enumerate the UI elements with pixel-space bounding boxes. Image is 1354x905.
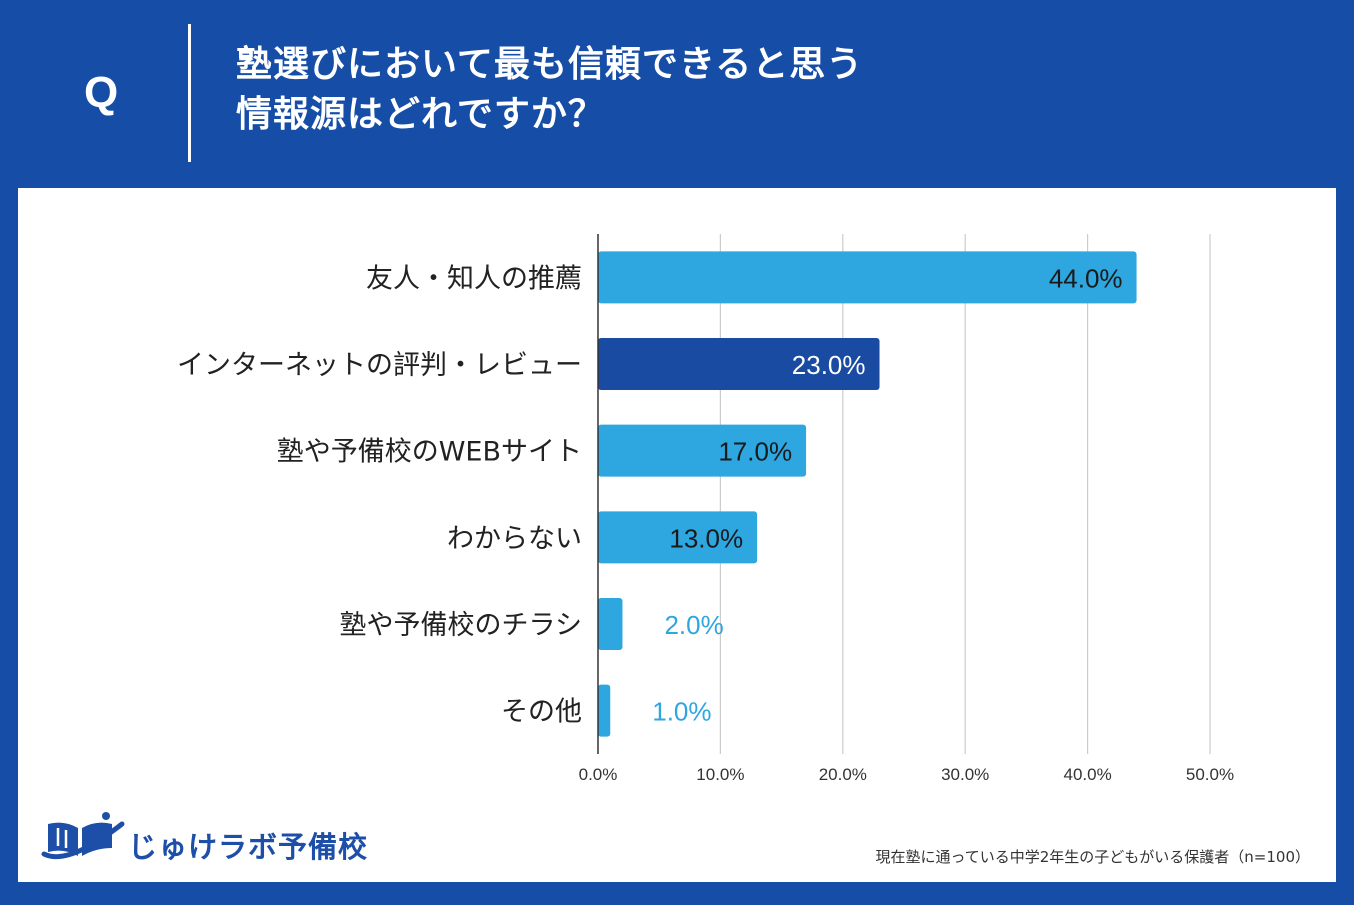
question-title: 塾選びにおいて最も信頼できると思う 情報源はどれですか？ bbox=[236, 40, 1296, 140]
survey-footnote: 現在塾に通っている中学2年生の子どもがいる保護者（n=100） bbox=[875, 848, 1310, 866]
header-divider bbox=[188, 24, 191, 162]
value-label: 1.0% bbox=[652, 697, 711, 727]
bar bbox=[598, 684, 611, 737]
bar bbox=[598, 251, 1137, 304]
x-tick-labels: 0.0% 10.0% 20.0% 30.0% 40.0% 50.0% bbox=[579, 765, 1234, 784]
q-mark: Q bbox=[84, 68, 119, 117]
category-label: インターネットの評判・レビュー bbox=[177, 350, 582, 381]
x-tick-label: 30.0% bbox=[941, 765, 989, 784]
bar bbox=[598, 598, 623, 650]
x-tick-label: 0.0% bbox=[579, 765, 618, 784]
gridlines bbox=[719, 234, 1211, 754]
value-label: 23.0% bbox=[792, 350, 866, 380]
question-header: Q 塾選びにおいて最も信頼できると思う 情報源はどれですか？ bbox=[0, 0, 1354, 188]
value-label: 44.0% bbox=[1049, 263, 1123, 293]
category-label: わからない bbox=[447, 523, 582, 554]
category-label: 塾や予備校のWEBサイト bbox=[277, 437, 582, 468]
bars bbox=[598, 251, 1137, 737]
x-tick-label: 10.0% bbox=[696, 765, 744, 784]
chart-card: 友人・知人の推薦インターネットの評判・レビュー塾や予備校のWEBサイトわからない… bbox=[18, 188, 1336, 882]
bar bbox=[598, 424, 807, 477]
category-label: その他 bbox=[501, 697, 582, 728]
question-title-line2: 情報源はどれですか？ bbox=[236, 94, 605, 135]
x-tick-label: 50.0% bbox=[1186, 765, 1234, 784]
category-label: 塾や予備校のチラシ bbox=[340, 610, 582, 641]
category-labels: 友人・知人の推薦インターネットの評判・レビュー塾や予備校のWEBサイトわからない… bbox=[177, 263, 582, 727]
value-label: 17.0% bbox=[718, 437, 792, 467]
x-tick-label: 20.0% bbox=[819, 765, 867, 784]
bar bbox=[598, 511, 758, 564]
value-label: 13.0% bbox=[669, 523, 743, 553]
book-logo-icon bbox=[41, 812, 125, 860]
brand-name: じゅけラボ予備校 bbox=[128, 830, 369, 864]
bar-chart: 友人・知人の推薦インターネットの評判・レビュー塾や予備校のWEBサイトわからない… bbox=[177, 234, 1234, 784]
bar bbox=[598, 338, 880, 390]
category-label: 友人・知人の推薦 bbox=[366, 263, 582, 294]
x-tick-label: 40.0% bbox=[1063, 765, 1111, 784]
question-title-line1: 塾選びにおいて最も信頼できると思う bbox=[236, 44, 864, 85]
value-labels: 44.0% 23.0% 17.0% 13.0% 2.0% 1.0% bbox=[652, 263, 1122, 726]
value-label: 2.0% bbox=[664, 610, 723, 640]
